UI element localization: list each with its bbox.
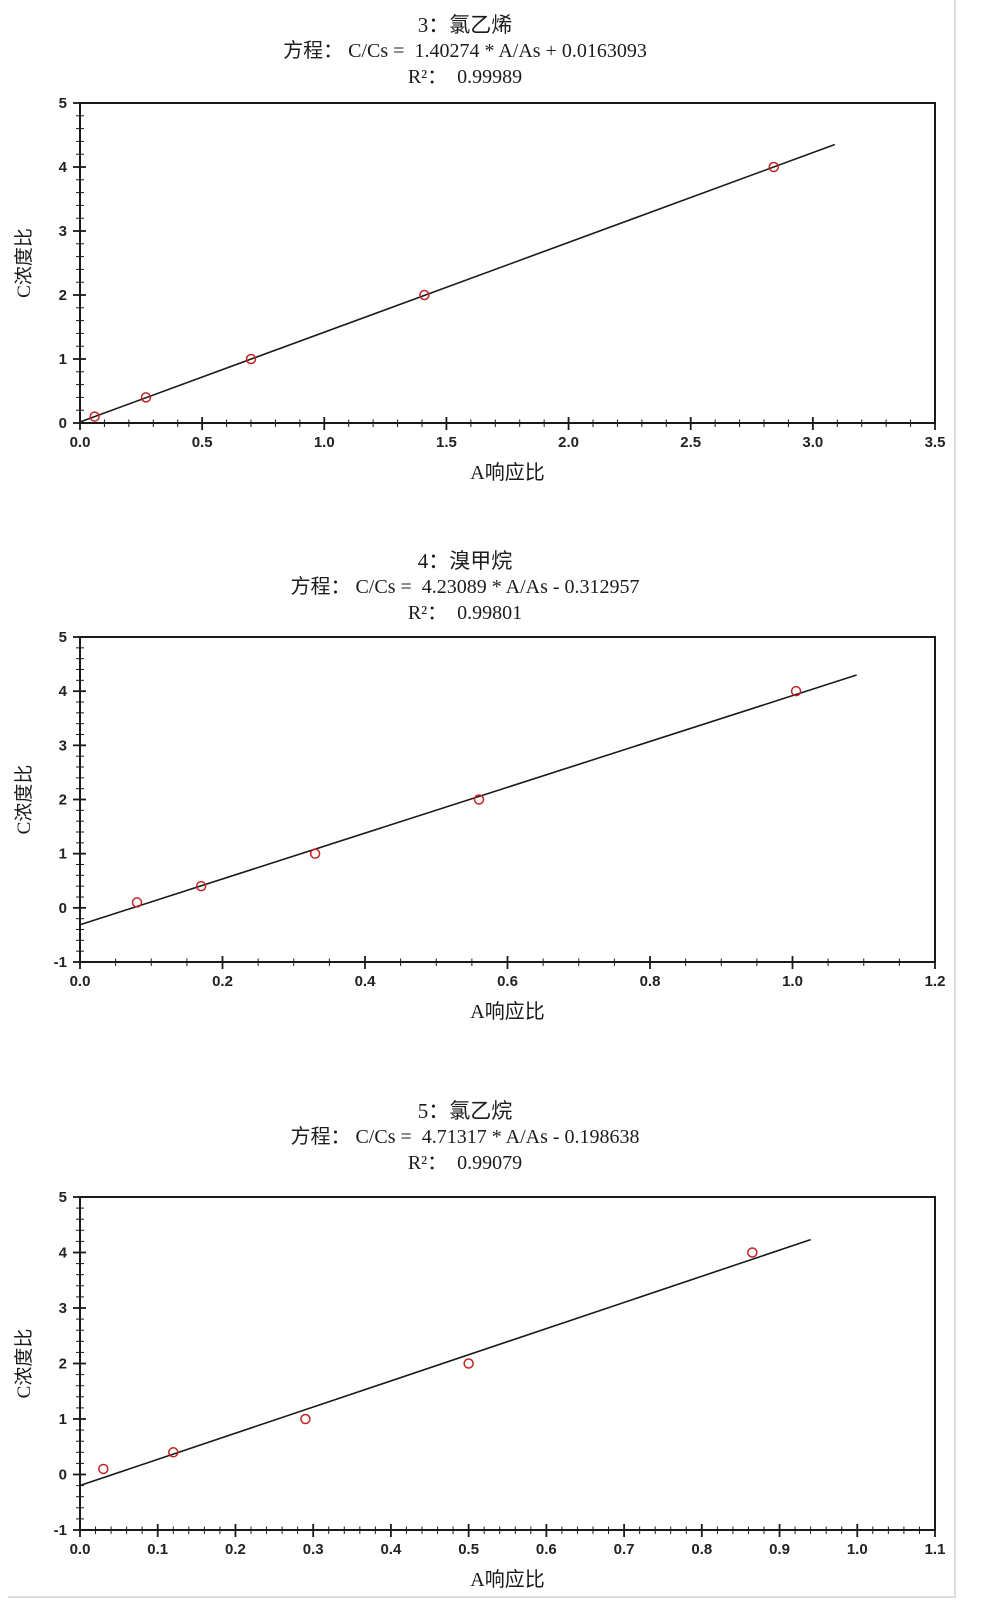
x-axis-tick-label: 0.2 xyxy=(225,1541,246,1558)
x-axis-tick-label: 0.2 xyxy=(212,973,233,990)
y-axis-tick-label: 4 xyxy=(59,683,68,700)
y-axis-tick-label: 5 xyxy=(59,95,67,112)
y-axis-tick-label: 4 xyxy=(59,1245,68,1262)
data-point xyxy=(140,392,152,403)
x-axis-tick-label: 0.9 xyxy=(769,1541,790,1558)
chart1-r-squared: R²： 0.99989 xyxy=(407,66,523,88)
x-axis-tick-label: 0.4 xyxy=(355,973,377,990)
x-axis-tick-label: 0.4 xyxy=(380,1541,402,1558)
x-axis-tick-label: 2.5 xyxy=(680,434,701,451)
data-point xyxy=(89,411,100,422)
data-point xyxy=(790,685,802,697)
y-axis-tick-label: 2 xyxy=(59,1356,67,1373)
x-axis-tick-label: 3.0 xyxy=(802,434,823,451)
chart1-title: 3：氯乙烯 xyxy=(417,13,513,37)
chart2-title: 4：溴甲烷 xyxy=(417,549,513,573)
plot-frame xyxy=(79,636,936,963)
data-point xyxy=(309,848,321,859)
data-point xyxy=(131,897,143,908)
data-point xyxy=(463,1358,474,1369)
y-axis-label: C浓度比 xyxy=(13,1329,35,1399)
data-point xyxy=(768,161,780,173)
chart3-equation: 方程： C/Cs = 4.71317 * A/As - 0.198638 xyxy=(290,1126,640,1148)
y-axis-tick-label: 3 xyxy=(59,1300,67,1317)
y-axis-tick-label: 5 xyxy=(59,630,67,646)
x-axis-tick-label: 0.0 xyxy=(70,434,91,451)
x-axis-tick-label: 0.3 xyxy=(303,1541,324,1558)
data-point xyxy=(419,289,430,301)
chart2-calibration-plot: 0.0 0.2 0.4 0.6 0.8 1.0 1.2 -1 0 1 2 3 4 5 A响应比 C浓度比 xyxy=(13,630,946,1023)
chart1-equation: 方程： C/Cs = 1.40274 * A/As + 0.0163093 xyxy=(283,40,647,62)
data-point xyxy=(300,1413,311,1425)
x-axis-tick-label: 0.5 xyxy=(458,1541,479,1558)
y-axis-tick-label: 3 xyxy=(59,737,67,754)
data-point xyxy=(195,880,207,892)
y-axis-tick-label: 0 xyxy=(59,1467,67,1484)
fit-line xyxy=(79,674,857,926)
data-point xyxy=(168,1447,179,1458)
plot-frame xyxy=(79,102,936,424)
data-point xyxy=(98,1463,109,1475)
y-axis-tick-label: 3 xyxy=(59,223,67,240)
x-axis-tick-label: 1.1 xyxy=(925,1541,946,1558)
y-axis-tick-label: 1 xyxy=(59,351,67,368)
chart3-title: 5：氯乙烷 xyxy=(417,1099,513,1123)
plot-frame xyxy=(79,1196,936,1531)
x-axis-tick-label: 1.0 xyxy=(314,434,335,451)
x-axis-tick-label: 0.8 xyxy=(640,973,661,990)
y-axis-tick-label: 1 xyxy=(59,846,67,863)
chart2-r-squared: R²： 0.99801 xyxy=(407,602,523,624)
y-axis-tick-label: 5 xyxy=(59,1190,67,1206)
y-axis-tick-label: -1 xyxy=(54,1522,67,1539)
x-axis-label: A响应比 xyxy=(470,1000,544,1023)
x-axis-label: A响应比 xyxy=(470,461,544,484)
y-axis-tick-label: 1 xyxy=(59,1411,67,1428)
y-axis-tick-label: 0 xyxy=(59,900,67,917)
data-point xyxy=(747,1247,758,1258)
x-axis-tick-label: 1.2 xyxy=(925,973,946,990)
page-bottom-border-line xyxy=(8,1596,956,1598)
x-axis-tick-label: 0.6 xyxy=(497,973,518,990)
x-axis-label: A响应比 xyxy=(470,1568,544,1591)
y-axis-tick-label: 2 xyxy=(59,287,67,304)
y-axis-tick-label: 0 xyxy=(59,415,67,432)
x-axis-tick-label: 3.5 xyxy=(925,434,946,451)
y-axis-tick-label: -1 xyxy=(54,954,67,971)
data-point xyxy=(245,353,257,365)
chart2-equation: 方程： C/Cs = 4.23089 * A/As - 0.312957 xyxy=(290,576,640,598)
x-axis-tick-label: 1.0 xyxy=(847,1541,868,1558)
x-axis-tick-label: 2.0 xyxy=(558,434,579,451)
data-point xyxy=(473,794,485,805)
chart1-calibration-plot: 0.0 0.5 1.0 1.5 2.0 2.5 3.0 3.5 0 1 2 3 4 5 A响应比 C浓度比 xyxy=(13,95,946,484)
chart3-r-squared: R²： 0.99079 xyxy=(407,1152,523,1174)
y-axis-tick-label: 2 xyxy=(59,792,67,809)
x-axis-tick-label: 0.0 xyxy=(70,1541,91,1558)
chart3-calibration-plot: 0.0 0.1 0.2 0.3 0.4 0.5 0.6 0.7 0.8 0.9 1.0 1.1 -1 0 1… xyxy=(13,1190,946,1591)
x-axis-tick-label: 1.0 xyxy=(782,973,803,990)
y-axis-tick-label: 4 xyxy=(59,159,68,176)
x-axis-tick-label: 0.0 xyxy=(70,973,91,990)
x-axis-tick-label: 0.6 xyxy=(536,1541,557,1558)
x-axis-tick-label: 1.5 xyxy=(436,434,457,451)
x-axis-tick-label: 0.5 xyxy=(192,434,213,451)
fit-line xyxy=(79,1238,811,1487)
x-axis-tick-label: 0.8 xyxy=(691,1541,712,1558)
page-right-border-line xyxy=(954,0,956,1598)
y-axis-label: C浓度比 xyxy=(13,765,35,835)
x-axis-tick-label: 0.1 xyxy=(147,1541,168,1558)
y-axis-label: C浓度比 xyxy=(13,228,35,298)
fit-line xyxy=(79,143,836,423)
x-axis-tick-label: 0.7 xyxy=(614,1541,635,1558)
